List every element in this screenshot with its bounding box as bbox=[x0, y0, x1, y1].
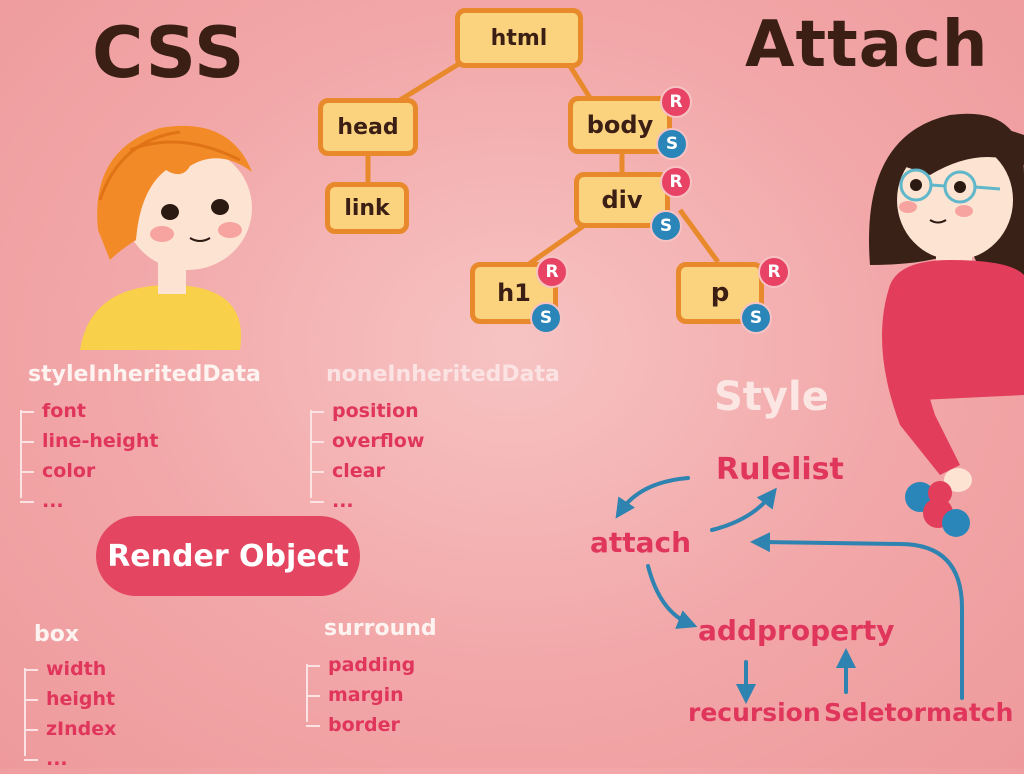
style-inherited-line-height: line-height bbox=[20, 426, 158, 456]
node-body-label: body bbox=[586, 111, 654, 139]
none-inherited-position: position bbox=[310, 396, 424, 426]
render-object-pill: Render Object bbox=[96, 516, 360, 596]
node-h1-label: h1 bbox=[497, 279, 531, 307]
surround-heading: surround bbox=[324, 616, 437, 641]
style-flow-heading: Style bbox=[714, 374, 829, 420]
node-body: body bbox=[568, 96, 672, 154]
badge-r-p: R bbox=[758, 256, 790, 288]
recursion-label: recursion bbox=[688, 698, 821, 727]
attach-title: Attach bbox=[745, 8, 989, 82]
none-inherited-overflow: overflow bbox=[310, 426, 424, 456]
node-head: head bbox=[318, 98, 418, 156]
node-html-label: html bbox=[490, 25, 548, 51]
selector-match-label: Seletormatch bbox=[824, 698, 1014, 727]
badge-s-div: S bbox=[650, 210, 682, 242]
surround-border: border bbox=[306, 710, 415, 740]
badge-s-body: S bbox=[656, 128, 688, 160]
node-html: html bbox=[455, 8, 583, 68]
badge-s-p: S bbox=[740, 302, 772, 334]
box-width: width bbox=[24, 654, 116, 684]
badge-r-h1: R bbox=[536, 256, 568, 288]
style-inherited-heading: styleInheritedData bbox=[28, 362, 261, 387]
box-more: ... bbox=[24, 744, 116, 774]
style-inherited-list: font line-height color ... bbox=[20, 396, 158, 516]
none-inherited-clear: clear bbox=[310, 456, 424, 486]
render-object-label: Render Object bbox=[107, 538, 349, 574]
box-heading: box bbox=[34, 622, 80, 647]
badge-r-div: R bbox=[660, 166, 692, 198]
none-inherited-list: position overflow clear ... bbox=[310, 396, 424, 516]
rulelist-label: Rulelist bbox=[716, 452, 844, 487]
node-head-label: head bbox=[337, 114, 399, 140]
node-p-label: p bbox=[710, 278, 730, 308]
style-inherited-color: color bbox=[20, 456, 158, 486]
box-zindex: zIndex bbox=[24, 714, 116, 744]
none-inherited-more: ... bbox=[310, 486, 424, 516]
none-inherited-heading: noneInheritedData bbox=[326, 362, 560, 387]
node-link: link bbox=[325, 182, 409, 234]
addproperty-label: addproperty bbox=[698, 614, 895, 647]
node-div-label: div bbox=[601, 186, 643, 214]
css-title: CSS bbox=[92, 12, 246, 94]
style-inherited-font: font bbox=[20, 396, 158, 426]
badge-s-h1: S bbox=[530, 302, 562, 334]
box-list: width height zIndex ... bbox=[24, 654, 116, 774]
surround-margin: margin bbox=[306, 680, 415, 710]
style-inherited-more: ... bbox=[20, 486, 158, 516]
badge-r-body: R bbox=[660, 86, 692, 118]
surround-list: padding margin border bbox=[306, 650, 415, 740]
attach-label: attach bbox=[590, 526, 692, 559]
girl-illustration bbox=[869, 113, 1024, 537]
box-height: height bbox=[24, 684, 116, 714]
node-link-label: link bbox=[344, 195, 390, 221]
surround-padding: padding bbox=[306, 650, 415, 680]
dom-tree-lines bbox=[365, 59, 721, 269]
boy-illustration bbox=[80, 125, 252, 350]
